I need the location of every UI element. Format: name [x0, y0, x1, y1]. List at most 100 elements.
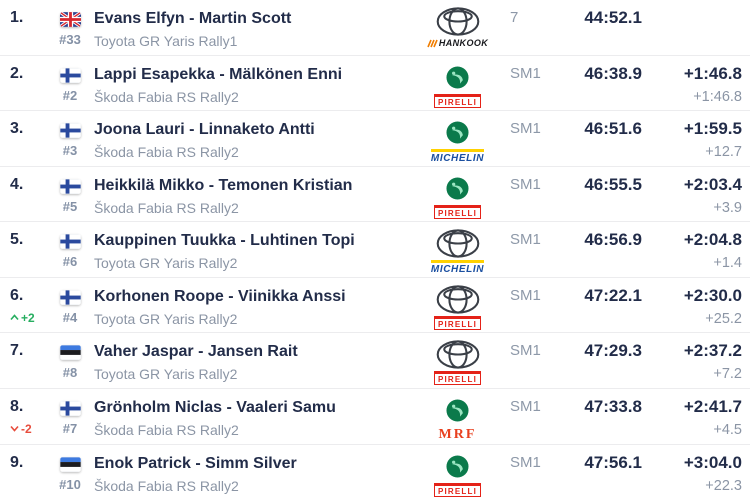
pirelli-logo: PIRELLI — [433, 371, 482, 386]
time-column: 46:56.9 — [549, 229, 642, 277]
entry-id-column: #7 — [46, 396, 94, 444]
entry-id-column: #5 — [46, 174, 94, 222]
gap-to-leader: +2:04.8 — [683, 230, 742, 250]
gap-to-leader: +2:41.7 — [683, 396, 742, 416]
time-column: 46:55.5 — [549, 174, 642, 222]
position-number: 6. — [10, 286, 24, 304]
gap-to-previous — [642, 31, 742, 51]
flag-fi-icon — [59, 401, 81, 416]
position-number: 8. — [10, 397, 24, 415]
gap-to-previous: +1:46.8 — [693, 88, 742, 105]
gap-to-previous: +7.2 — [713, 366, 742, 383]
position-column: 6. +2 — [10, 285, 46, 333]
gap-to-leader: +3:04.0 — [683, 452, 742, 472]
table-row[interactable]: 5. #6 Kauppinen Tuukka - Luhtinen Topi T… — [0, 222, 750, 278]
toyota-logo — [436, 7, 480, 36]
flag-fi-icon — [59, 67, 81, 83]
total-time: 46:55.5 — [584, 174, 642, 194]
gap-column: +2:37.2 +7.2 — [642, 340, 742, 388]
position-column: 7. — [10, 340, 46, 388]
total-time: 47:56.1 — [584, 452, 642, 472]
gap-column: +1:59.5 +12.7 — [642, 118, 742, 166]
table-row[interactable]: 4. #5 Heikkilä Mikko - Temonen Kristian … — [0, 167, 750, 223]
table-row[interactable]: 6. +2 #4 Korhonen Roope - Viinikka Anssi… — [0, 278, 750, 334]
time-column: 46:51.6 — [549, 118, 642, 166]
total-time: 47:33.8 — [584, 396, 642, 416]
gap-to-leader: +1:59.5 — [683, 119, 742, 139]
total-time: 47:22.1 — [584, 285, 642, 305]
car-model: Škoda Fabia RS Rally2 — [94, 144, 239, 161]
gap-to-previous: +3.9 — [713, 199, 742, 216]
flag-fi-icon — [59, 178, 81, 194]
pirelli-logo: PIRELLI — [433, 93, 482, 108]
class-label: SM1 — [510, 231, 541, 249]
crew-column: Lappi Esapekka - Mälkönen Enni Škoda Fab… — [94, 63, 405, 111]
table-row[interactable]: 9. #10 Enok Patrick - Simm Silver Škoda … — [0, 445, 750, 499]
logos-column: HANKOOK — [405, 7, 510, 55]
time-column: 44:52.1 — [549, 7, 642, 55]
car-number: #2 — [62, 87, 78, 103]
car-number: #4 — [62, 309, 78, 325]
crew-names: Kauppinen Tuukka - Luhtinen Topi — [94, 232, 355, 250]
time-column: 46:38.9 — [549, 63, 642, 111]
flag-fi-icon — [59, 234, 81, 250]
class-column: SM1 — [510, 174, 549, 222]
total-time: 47:29.3 — [584, 341, 642, 361]
position-column: 5. — [10, 229, 46, 277]
position-column: 3. — [10, 118, 46, 166]
time-column: 47:56.1 — [549, 452, 642, 499]
gap-column: +2:04.8 +1.4 — [642, 229, 742, 277]
class-column: SM1 — [510, 285, 549, 333]
car-number: #3 — [62, 143, 78, 159]
crew-names: Lappi Esapekka - Mälkönen Enni — [94, 65, 343, 83]
position-column: 1. — [10, 7, 46, 55]
toyota-logo — [436, 340, 480, 369]
gap-to-previous: +12.7 — [705, 144, 742, 161]
entry-id-column: #4 — [46, 285, 94, 333]
entry-id-column: #6 — [46, 229, 94, 277]
total-time: 46:38.9 — [584, 63, 642, 83]
gap-column: +3:04.0 +22.3 — [642, 452, 742, 499]
time-column: 47:29.3 — [549, 340, 642, 388]
pirelli-logo: PIRELLI — [433, 204, 482, 219]
car-number: #33 — [59, 32, 81, 47]
class-column: SM1 — [510, 396, 549, 444]
position-number: 4. — [10, 175, 24, 193]
gap-column: +2:41.7 +4.5 — [642, 396, 742, 444]
logos-column: MICHELIN — [405, 229, 510, 277]
flag-ee-icon — [59, 456, 81, 472]
table-row[interactable]: 2. #2 Lappi Esapekka - Mälkönen Enni Ško… — [0, 56, 750, 112]
crew-column: Vaher Jaspar - Jansen Rait Toyota GR Yar… — [94, 340, 405, 388]
gap-to-leader: +2:37.2 — [683, 341, 742, 361]
total-time: 46:56.9 — [584, 230, 642, 250]
entry-id-column: #33 — [46, 7, 94, 55]
table-row[interactable]: 7. #8 Vaher Jaspar - Jansen Rait Toyota … — [0, 333, 750, 389]
toyota-logo — [436, 285, 480, 314]
crew-column: Evans Elfyn - Martin Scott Toyota GR Yar… — [94, 7, 405, 55]
crew-column: Grönholm Niclas - Vaaleri Samu Škoda Fab… — [94, 396, 405, 444]
toyota-logo — [436, 229, 480, 258]
michelin-logo: MICHELIN — [430, 260, 485, 275]
car-model: Toyota GR Yaris Rally2 — [94, 310, 238, 327]
class-column: SM1 — [510, 452, 549, 499]
crew-names: Grönholm Niclas - Vaaleri Samu — [94, 398, 336, 416]
pirelli-logo: PIRELLI — [433, 315, 482, 330]
table-row[interactable]: 1. #33 Evans Elfyn - Martin Scott Toyota… — [0, 0, 750, 56]
table-row[interactable]: 8. -2 #7 Grönholm Niclas - Vaaleri Samu … — [0, 389, 750, 445]
michelin-logo: MICHELIN — [430, 149, 485, 164]
table-row[interactable]: 3. #3 Joona Lauri - Linnaketo Antti Škod… — [0, 111, 750, 167]
position-number: 2. — [10, 64, 24, 82]
time-column: 47:22.1 — [549, 285, 642, 333]
class-column: 7 — [510, 7, 549, 55]
crew-column: Enok Patrick - Simm Silver Škoda Fabia R… — [94, 452, 405, 499]
position-column: 2. — [10, 63, 46, 111]
crew-names: Enok Patrick - Simm Silver — [94, 454, 297, 472]
position-column: 8. -2 — [10, 396, 46, 444]
crew-names: Vaher Jaspar - Jansen Rait — [94, 343, 298, 361]
flag-ee-icon — [59, 345, 81, 361]
class-label: 7 — [510, 9, 519, 26]
class-label: SM1 — [510, 64, 541, 82]
skoda-logo — [446, 63, 469, 92]
pirelli-logo: PIRELLI — [433, 482, 482, 497]
logos-column: MICHELIN — [405, 118, 510, 166]
